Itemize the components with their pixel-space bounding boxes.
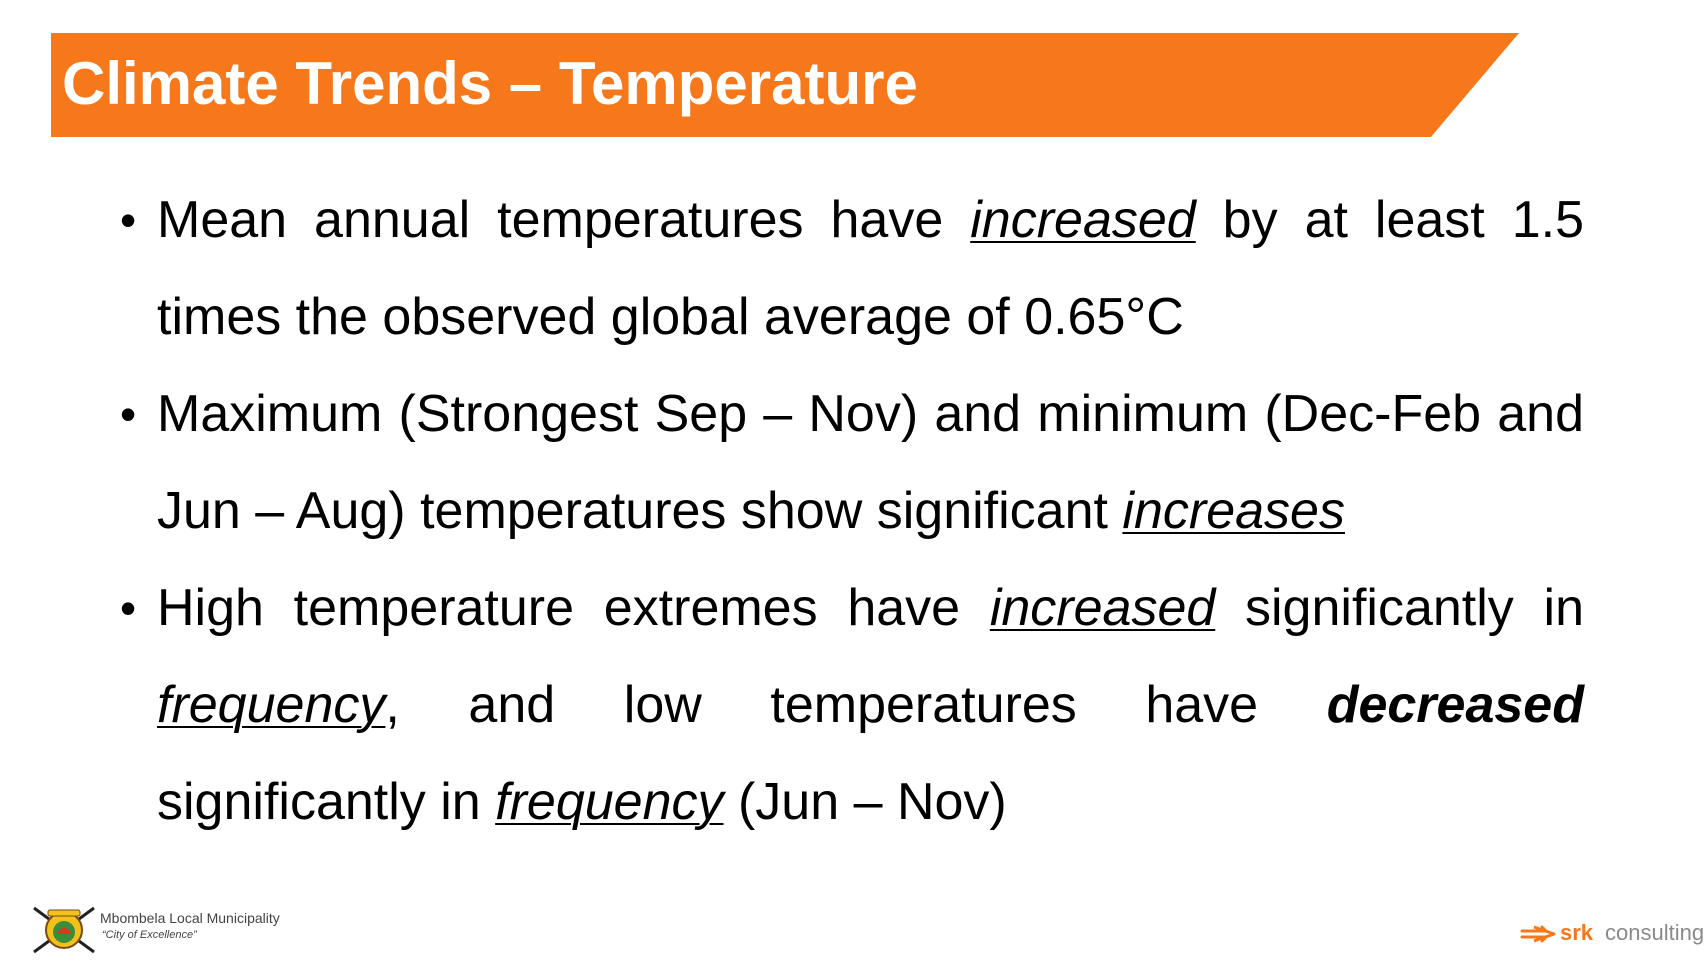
emphasis-text: increased: [989, 579, 1216, 637]
bullet-text: Maximum (Strongest Sep – Nov) and minimu…: [157, 385, 1584, 540]
bullet-text: , and low temperatures have: [385, 676, 1327, 734]
bullet-text: High temperature extremes have: [157, 579, 990, 637]
emphasis-text: increased: [970, 191, 1196, 249]
srk-wordmark-suffix: consulting: [1605, 920, 1705, 945]
emphasis-text: increases: [1122, 482, 1345, 540]
municipality-name: Mbombela Local Municipality: [100, 910, 280, 926]
bullet-item: • Maximum (Strongest Sep – Nov) and mini…: [120, 366, 1584, 560]
municipal-crest-icon: [33, 906, 95, 954]
bullet-item: • Mean annual temperatures have increase…: [120, 172, 1584, 366]
bullet-marker: •: [120, 388, 137, 440]
bullet-text: significantly in: [1215, 579, 1584, 637]
municipality-logo: Mbombela Local Municipality “City of Exc…: [30, 904, 330, 954]
municipality-motto: “City of Excellence”: [102, 929, 197, 941]
bullet-list: • Mean annual temperatures have increase…: [120, 172, 1584, 851]
bullet-text: by at least 1.5 times the observed globa…: [157, 191, 1584, 346]
strong-emphasis-text: decreased: [1326, 676, 1584, 734]
bullet-marker: •: [120, 582, 137, 634]
srk-wordmark: srk: [1560, 920, 1594, 945]
emphasis-text: frequency: [157, 676, 386, 734]
srk-logo: srk consulting: [1520, 919, 1704, 949]
bullet-marker: •: [120, 194, 137, 246]
bullet-text: significantly in: [157, 773, 496, 831]
bullet-text: (Jun – Nov): [723, 773, 1007, 831]
bullet-text: Mean annual temperatures have: [157, 191, 971, 249]
emphasis-text: frequency: [495, 773, 724, 831]
title-banner: [51, 33, 1519, 137]
srk-arrow-icon: [1520, 925, 1556, 943]
bullet-item: • High temperature extremes have increas…: [120, 560, 1584, 851]
slide-title: Climate Trends – Temperature: [62, 50, 918, 117]
